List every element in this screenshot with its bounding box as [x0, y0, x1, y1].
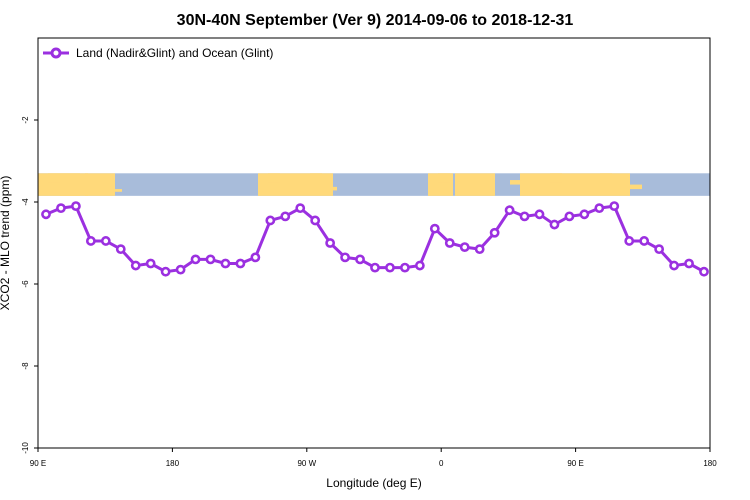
data-point	[429, 223, 440, 234]
data-point	[669, 260, 679, 271]
y-axis-label: XCO2 - MLO trend (ppm)	[0, 176, 12, 311]
map-land-detail-9	[510, 180, 522, 185]
data-point	[699, 266, 709, 277]
legend-label: Land (Nadir&Glint) and Ocean (Glint)	[76, 46, 273, 60]
data-point	[684, 258, 694, 269]
data-point	[205, 254, 216, 265]
map-land-detail-0	[48, 173, 60, 183]
data-point	[370, 262, 380, 273]
x-tick-label: 90 E	[30, 459, 46, 468]
data-point	[444, 238, 455, 248]
y-axis: -10 -8 -6 -4 -2	[21, 116, 38, 454]
data-point	[145, 258, 156, 269]
map-land-1	[60, 173, 80, 196]
data-point	[385, 262, 395, 273]
legend-marker	[50, 47, 62, 59]
map-land-detail-8	[455, 176, 467, 185]
map-land-detail-5	[310, 173, 322, 181]
map-land-detail-3	[110, 189, 122, 192]
data-point	[459, 242, 470, 252]
y-tick-label: -8	[21, 362, 30, 370]
data-point	[71, 201, 81, 211]
data-point	[115, 244, 126, 255]
data-point	[295, 203, 306, 214]
x-tick-label: 90 W	[297, 459, 316, 468]
y-tick-label: -4	[21, 198, 30, 206]
data-point	[639, 236, 650, 246]
map-strip	[38, 173, 710, 196]
data-point	[519, 211, 530, 222]
data-point	[190, 254, 201, 265]
data-point	[265, 215, 276, 226]
data-point	[175, 264, 186, 275]
y-tick-label: -6	[21, 280, 30, 288]
x-tick-label: 90 E	[567, 459, 583, 468]
data-point	[325, 238, 336, 248]
map-land-detail-4	[268, 173, 280, 183]
x-tick-label: 180	[703, 459, 717, 468]
data-point	[160, 266, 171, 277]
data-point	[280, 211, 291, 222]
y-tick-label: -2	[21, 116, 30, 124]
data-point	[489, 227, 500, 238]
data-point	[474, 244, 485, 255]
map-land-detail-10	[550, 173, 562, 183]
x-axis: 90 E 180 90 W 0 90 E 180	[30, 448, 717, 468]
map-land-7	[615, 173, 630, 196]
data-point	[400, 262, 410, 273]
x-axis-label: Longitude (deg E)	[326, 476, 421, 490]
data-point	[624, 236, 635, 246]
map-land-detail-2	[90, 175, 102, 179]
map-land-detail-7	[438, 173, 450, 183]
plot-frame	[37, 37, 711, 449]
x-tick-label: 0	[439, 459, 444, 468]
x-tick-label: 180	[166, 459, 180, 468]
map-land-detail-1	[48, 185, 60, 190]
data-point	[56, 203, 66, 214]
map-land-detail-6	[325, 186, 337, 191]
map-land-2	[85, 173, 115, 196]
data-point	[85, 236, 96, 246]
map-land-detail-12	[630, 184, 642, 190]
data-point	[594, 203, 605, 214]
data-point	[504, 205, 515, 216]
data-point	[549, 219, 560, 230]
map-land-detail-11	[600, 173, 612, 182]
data-point	[250, 252, 261, 263]
data-point	[534, 209, 545, 220]
data-point	[340, 252, 350, 263]
data-point	[130, 260, 141, 271]
data-point	[310, 215, 321, 226]
data-point	[220, 258, 231, 269]
data-point	[609, 201, 620, 211]
data-point	[654, 244, 665, 255]
chart-title: 30N-40N September (Ver 9) 2014-09-06 to …	[177, 12, 574, 29]
data-point	[579, 209, 590, 220]
map-land-6	[520, 173, 615, 196]
legend: Land (Nadir&Glint) and Ocean (Glint)	[43, 46, 273, 60]
series-line	[45, 204, 705, 274]
data-point	[414, 260, 425, 271]
data-point	[235, 258, 246, 269]
data-point	[100, 236, 111, 246]
data-point	[564, 211, 575, 222]
data-point	[355, 254, 365, 265]
series-layer	[41, 201, 709, 277]
data-point	[41, 209, 51, 220]
y-tick-label: -10	[21, 442, 30, 454]
